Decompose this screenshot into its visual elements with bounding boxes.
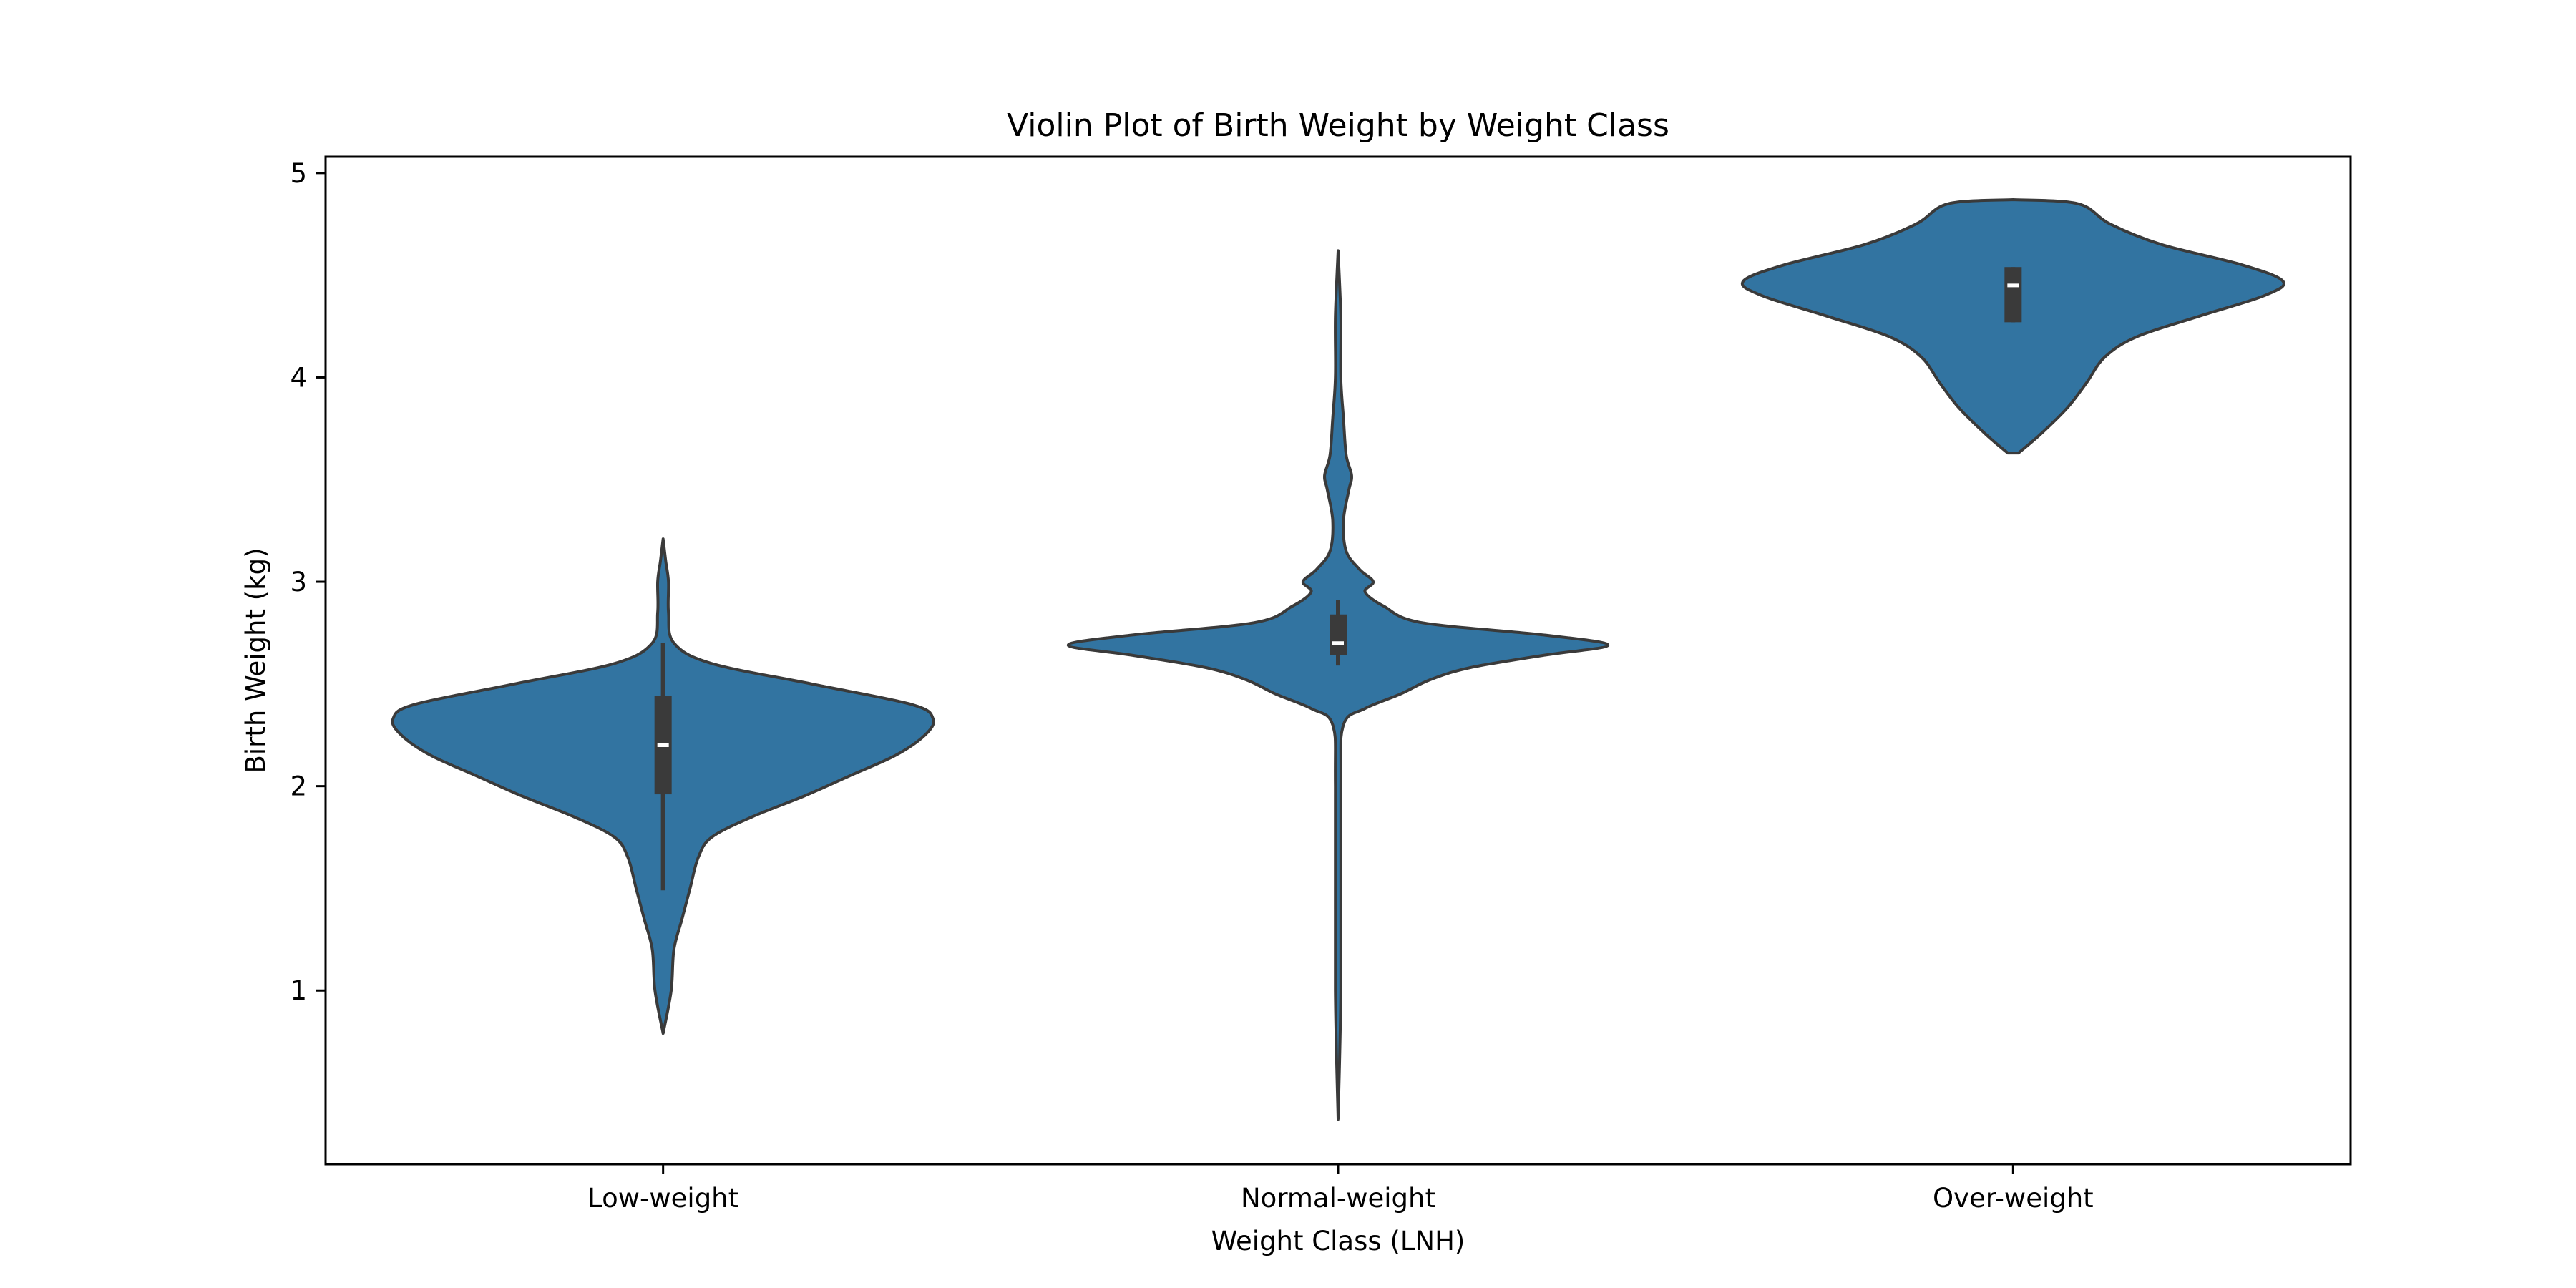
y-tick-label-3: 3 bbox=[290, 567, 307, 597]
violin-low-weight bbox=[391, 537, 935, 1035]
violin-normal-weight bbox=[1066, 249, 1610, 1121]
y-tick-label-1: 1 bbox=[290, 975, 307, 1006]
x-axis-label: Weight Class (LNH) bbox=[1211, 1226, 1465, 1257]
axis-layer: 1 2 3 4 5 Low-weight Normal-weight Over-weight bbox=[290, 158, 2093, 1214]
violin-layer bbox=[391, 198, 2285, 1121]
violin-body-over-weight bbox=[1740, 198, 2285, 455]
y-tick-label-5: 5 bbox=[290, 158, 307, 189]
violin-iqr-box-over-weight bbox=[2004, 267, 2022, 323]
violin-iqr-box-normal-weight bbox=[1330, 614, 1347, 655]
chart-title: Violin Plot of Birth Weight by Weight Cl… bbox=[1007, 107, 1669, 144]
x-tick-label-normal-weight: Normal-weight bbox=[1241, 1183, 1435, 1214]
violin-body-normal-weight bbox=[1066, 249, 1610, 1121]
y-axis-label: Birth Weight (kg) bbox=[240, 547, 271, 773]
y-tick-label-2: 2 bbox=[290, 771, 307, 802]
x-tick-label-low-weight: Low-weight bbox=[587, 1183, 738, 1214]
violin-over-weight bbox=[1740, 198, 2285, 455]
x-tick-label-over-weight: Over-weight bbox=[1933, 1183, 2094, 1214]
y-tick-label-4: 4 bbox=[290, 362, 307, 393]
plot-frame bbox=[324, 155, 2352, 1166]
